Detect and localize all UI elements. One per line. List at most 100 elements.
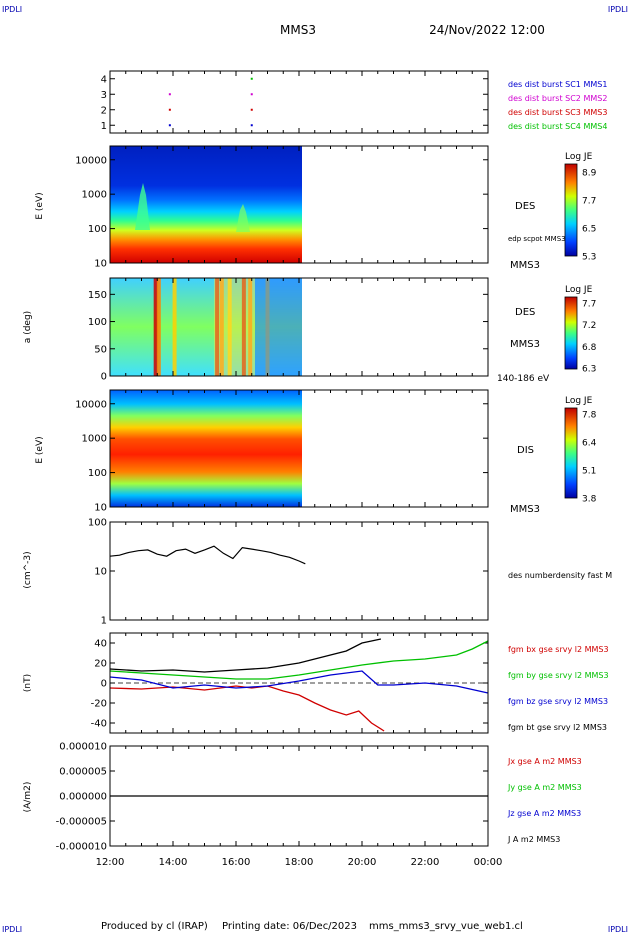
curlometer-tick-label: 0.000005 — [59, 767, 107, 778]
curlometer-tick-label: -0.000005 — [56, 817, 107, 828]
legend-entry: Jy gse A m2 MMS3 — [507, 783, 582, 792]
panel-density: (cm^-3) 1 10 100 des numberdensity fast M — [23, 518, 612, 627]
time-tick-label: 00:00 — [474, 857, 503, 868]
burst-point — [168, 108, 171, 111]
time-tick-label: 14:00 — [159, 857, 188, 868]
des-energy-spike — [135, 183, 150, 230]
colorbar-tick-label: 6.4 — [582, 439, 597, 449]
dis-energy-tick-label: 100 — [88, 468, 107, 479]
corner-label-top-left: IPDLI — [2, 5, 22, 14]
legend-entry: fgm bz gse srvy l2 MMS3 — [508, 697, 608, 706]
curlometer-y-ticks: -0.000010 -0.000005 0.000000 0.000005 0.0000… — [56, 742, 488, 853]
des-energy-colorbar-ticks: 8.9 7.7 6.5 5.3 — [582, 169, 597, 263]
panel-fgm: (nT) -40 -20 0 20 40 fgm bx gse srvy l2 MMS3… — [23, 632, 609, 734]
legend-entry: des dist burst SC2 MMS2 — [508, 94, 607, 103]
fgm-series — [109, 638, 489, 732]
des-pitch-tick-label: 50 — [94, 344, 107, 355]
curlometer-ylabel: (A/m2) — [23, 782, 33, 813]
dis-energy-tick-label: 10000 — [75, 399, 107, 410]
des-pitch-energy-range: 140-186 eV — [497, 374, 550, 384]
legend-entry: des numberdensity fast M — [508, 571, 612, 580]
fgm-line — [109, 640, 489, 680]
panel-burst-frame — [109, 70, 489, 134]
des-energy-colorbar — [564, 163, 578, 257]
legend-entry: des dist burst SC4 MMS4 — [508, 122, 607, 131]
des-energy-ylabel: E (eV) — [35, 192, 45, 219]
pitch-band — [215, 278, 220, 376]
legend-entry: J A m2 MMS3 — [507, 835, 560, 844]
colorbar-tick-label: 6.5 — [582, 225, 596, 235]
time-axis: 12:00 14:00 16:00 18:00 20:00 22:00 00:00 — [96, 71, 503, 868]
density-ylabel: (cm^-3) — [23, 551, 33, 588]
des-energy-tick-label: 10 — [94, 259, 107, 270]
time-tick-label: 16:00 — [222, 857, 251, 868]
burst-point — [168, 124, 171, 127]
colorbar-tick-label: 5.1 — [582, 467, 596, 477]
fgm-tick-label: 0 — [101, 679, 107, 690]
fgm-tick-label: -40 — [91, 719, 107, 730]
footer-filename: mms_mms3_srvy_vue_web1.cl — [369, 921, 523, 932]
density-line — [109, 545, 306, 565]
legend-entry: Jx gse A m2 MMS3 — [507, 757, 582, 766]
spacecraft-title: MMS3 — [280, 23, 316, 37]
pitch-warm-region — [213, 278, 255, 376]
des-energy-instrument: DES — [515, 201, 535, 212]
burst-point — [250, 108, 253, 111]
legend-entry: Jz gse A m2 MMS3 — [507, 809, 581, 818]
fgm-line — [109, 685, 385, 732]
dis-energy-spectrogram — [110, 390, 302, 507]
fgm-y-ticks: -40 -20 0 20 40 — [91, 639, 488, 730]
burst-tick-label: 3 — [101, 90, 107, 101]
colorbar-tick-label: 5.3 — [582, 253, 596, 263]
des-pitch-colorbar-ticks: 7.7 7.2 6.8 6.3 — [582, 300, 597, 375]
pitch-band — [153, 278, 158, 376]
legend-entry: fgm bt gse srvy l2 MMS3 — [508, 723, 607, 732]
des-pitch-instrument: DES — [515, 307, 535, 318]
burst-point — [250, 93, 253, 96]
curlometer-tick-label: 0.000010 — [59, 742, 107, 753]
fgm-ylabel: (nT) — [23, 674, 33, 692]
panel-density-frame — [109, 521, 489, 621]
curlometer-tick-label: -0.000010 — [56, 842, 107, 853]
colorbar-tick-label: 8.9 — [582, 169, 597, 179]
time-tick-label: 18:00 — [285, 857, 314, 868]
density-tick-label: 1 — [101, 616, 107, 627]
pitch-band — [241, 278, 246, 376]
fgm-line — [109, 670, 489, 694]
colorbar-tick-label: 7.8 — [582, 411, 597, 421]
density-tick-label: 10 — [94, 567, 107, 578]
footer-produced-by: Produced by cl (IRAP) — [101, 921, 208, 932]
des-pitch-late-blue — [255, 278, 302, 376]
fgm-tick-label: -20 — [91, 699, 107, 710]
des-energy-tick-label: 1000 — [82, 190, 107, 201]
colorbar-tick-label: 3.8 — [582, 495, 597, 505]
colorbar-tick-label: 6.8 — [582, 343, 597, 353]
dis-energy-tick-label: 1000 — [82, 434, 107, 445]
dis-energy-spacecraft: MMS3 — [510, 504, 540, 515]
colorbar-tick-label: 7.7 — [582, 300, 596, 310]
panel-dis-energy: E (eV) 10 100 1000 10000 DIS MMS3 Log JE 7.… — [35, 389, 597, 515]
pitch-band — [227, 278, 232, 376]
des-pitch-ylabel: a (deg) — [23, 311, 33, 343]
des-energy-tick-label: 100 — [88, 224, 107, 235]
curlometer-tick-label: 0.000000 — [59, 792, 107, 803]
burst-point — [168, 93, 171, 96]
legend-entry: des dist burst SC1 MMS1 — [508, 80, 607, 89]
des-pitch-tick-label: 100 — [88, 317, 107, 328]
burst-point — [250, 124, 253, 127]
density-y-ticks: 1 10 100 — [88, 518, 488, 627]
fgm-tick-label: 20 — [94, 659, 107, 670]
dis-energy-ylabel: E (eV) — [35, 436, 45, 463]
des-pitch-colorbar — [564, 296, 578, 370]
burst-tick-label: 1 — [101, 121, 107, 132]
des-energy-scpot-note: edp scpot MMS3 — [508, 235, 566, 243]
density-tick-label: 100 — [88, 518, 107, 529]
legend-entry: fgm bx gse srvy l2 MMS3 — [508, 645, 609, 654]
time-tick-label: 12:00 — [96, 857, 125, 868]
pitch-band — [248, 278, 253, 376]
burst-tick-label: 2 — [101, 105, 107, 116]
panel-des-energy: E (eV) 10 100 1000 10000 DES edp scpot MMS3… — [35, 145, 597, 271]
des-energy-spacecraft: MMS3 — [510, 260, 540, 271]
datetime-title: 24/Nov/2022 12:00 — [429, 23, 545, 37]
